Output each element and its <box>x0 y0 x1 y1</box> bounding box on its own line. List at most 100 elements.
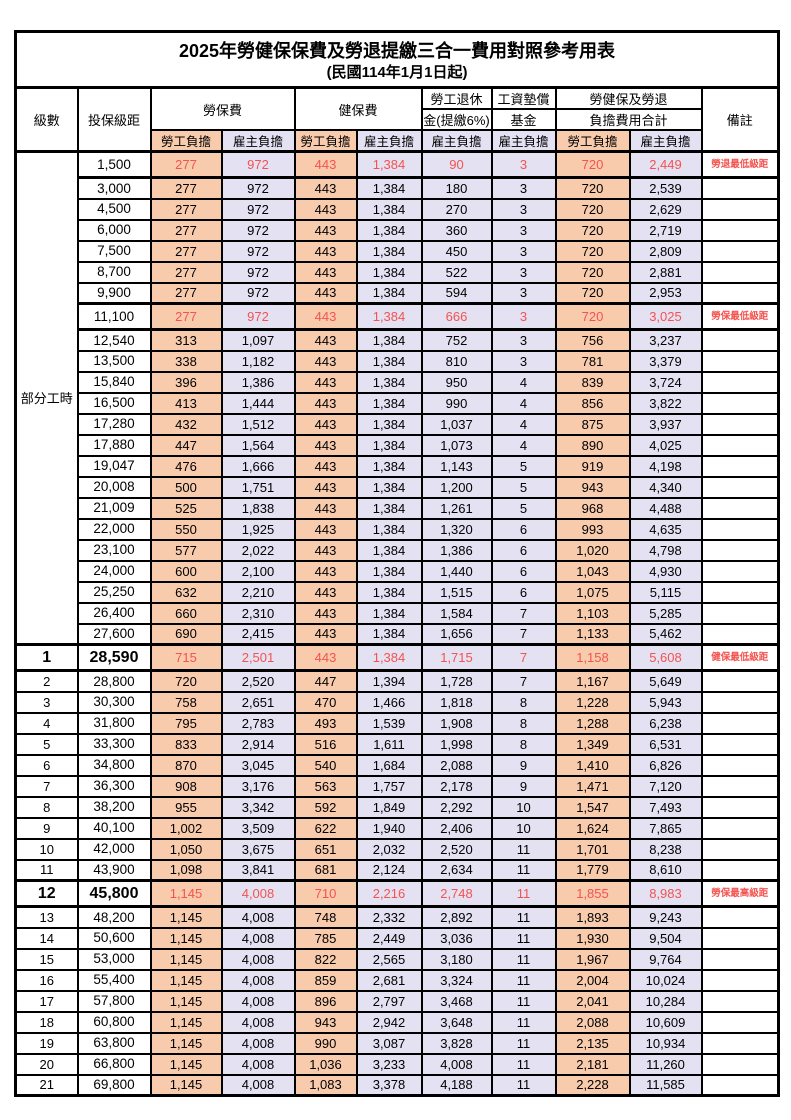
bracket-cell: 17,880 <box>76 433 152 457</box>
bracket-cell: 28,800 <box>76 669 152 693</box>
labor-employer-cell: 2,520 <box>220 669 296 693</box>
labor-employee-cell: 1,098 <box>149 858 223 882</box>
wage-fund-employer-cell: 11 <box>490 1031 557 1055</box>
bracket-cell: 33,300 <box>76 732 152 756</box>
table-row: 17,880 447 1,564 443 1,384 1,073 4 890 4,025 <box>16 433 780 457</box>
labor-employer-cell: 1,097 <box>220 328 296 352</box>
pension-employer-cell: 1,073 <box>420 433 493 457</box>
labor-employee-cell: 660 <box>149 601 223 625</box>
total-employee-cell: 2,041 <box>554 989 631 1013</box>
pension-employer-cell: 2,634 <box>420 858 493 882</box>
page: 2025年勞健保保費及勞退提繳三合一費用對照參考用表 (民國114年1月1日起)… <box>14 30 781 1097</box>
table-row: 27,600 690 2,415 443 1,384 1,656 7 1,133 5,462 <box>16 622 780 646</box>
labor-employee-cell: 338 <box>149 349 223 373</box>
table-row: 11 43,900 1,098 3,841 681 2,124 2,634 11 1,779 8,… <box>14 858 780 882</box>
wage-fund-employer-cell: 8 <box>490 732 557 756</box>
pension-employer-cell: 1,818 <box>420 690 493 714</box>
bracket-cell: 7,500 <box>76 239 152 263</box>
health-employer-cell: 2,032 <box>355 837 423 861</box>
remark-cell <box>700 732 780 756</box>
subheader-health-employee: 勞工負擔 <box>293 129 358 153</box>
remark-cell <box>700 816 780 840</box>
pension-employer-cell: 3,828 <box>420 1031 493 1055</box>
health-employee-cell: 748 <box>293 905 358 929</box>
health-employer-cell: 2,216 <box>355 879 423 908</box>
remark-cell <box>700 690 780 714</box>
labor-employer-cell: 972 <box>220 302 296 331</box>
total-employer-cell: 4,798 <box>628 538 703 562</box>
total-employer-cell: 8,983 <box>628 879 703 908</box>
table-row: 8 38,200 955 3,342 592 1,849 2,292 10 1,547 7,493 <box>14 795 780 819</box>
subheader-total-employee: 勞工負擔 <box>554 129 631 153</box>
labor-employee-cell: 277 <box>149 302 223 331</box>
total-employee-cell: 720 <box>554 197 631 221</box>
health-employer-cell: 2,681 <box>355 968 423 992</box>
total-employee-cell: 756 <box>554 328 631 352</box>
table-row: 4,500 277 972 443 1,384 270 3 720 2,629 <box>16 197 780 221</box>
health-employee-cell: 896 <box>293 989 358 1013</box>
table-row-highlight: 11,100 277 972 443 1,384 666 3 720 3,025 勞保最低級距 <box>16 302 780 331</box>
labor-employer-cell: 1,386 <box>220 370 296 394</box>
labor-employer-cell: 1,182 <box>220 349 296 373</box>
health-employee-cell: 443 <box>293 349 358 373</box>
wage-fund-employer-cell: 3 <box>490 260 557 284</box>
total-employer-cell: 10,284 <box>628 989 703 1013</box>
total-employee-cell: 856 <box>554 391 631 415</box>
wage-fund-employer-cell: 3 <box>490 239 557 263</box>
labor-employer-cell: 4,008 <box>220 1073 296 1097</box>
labor-employee-cell: 525 <box>149 496 223 520</box>
labor-employer-cell: 2,210 <box>220 580 296 604</box>
health-employer-cell: 1,384 <box>355 176 423 200</box>
wage-fund-employer-cell: 6 <box>490 538 557 562</box>
health-employer-cell: 1,611 <box>355 732 423 756</box>
table-row-highlight: 12 45,800 1,145 4,008 710 2,216 2,748 11 1,855 8,… <box>14 879 780 908</box>
total-employer-cell: 3,822 <box>628 391 703 415</box>
bracket-cell: 24,000 <box>76 559 152 583</box>
table-row: 12,540 313 1,097 443 1,384 752 3 756 3,237 <box>16 328 780 352</box>
pension-employer-cell: 4,188 <box>420 1073 493 1097</box>
table-row: 6,000 277 972 443 1,384 360 3 720 2,719 <box>16 218 780 242</box>
total-employee-cell: 720 <box>554 239 631 263</box>
labor-employee-cell: 1,145 <box>149 1052 223 1076</box>
labor-employee-cell: 476 <box>149 454 223 478</box>
remark-cell <box>700 753 780 777</box>
total-employee-cell: 1,167 <box>554 669 631 693</box>
labor-employee-cell: 1,145 <box>149 968 223 992</box>
remark-cell <box>700 454 780 478</box>
labor-employer-cell: 1,444 <box>220 391 296 415</box>
labor-employer-cell: 3,675 <box>220 837 296 861</box>
level-group-part-time: 部分工時 <box>14 150 79 646</box>
table-body: 部分工時 1,500 277 972 443 1,384 90 3 720 2,449 勞退最低級距… <box>14 150 780 1097</box>
labor-employer-cell: 972 <box>220 218 296 242</box>
labor-employer-cell: 1,751 <box>220 475 296 499</box>
pension-employer-cell: 3,648 <box>420 1010 493 1034</box>
remark-cell <box>700 496 780 520</box>
table-row: 4 31,800 795 2,783 493 1,539 1,908 8 1,288 6,238 <box>14 711 780 735</box>
pension-employer-cell: 3,036 <box>420 926 493 950</box>
health-employer-cell: 1,384 <box>355 580 423 604</box>
labor-employer-cell: 2,022 <box>220 538 296 562</box>
bracket-cell: 26,400 <box>76 601 152 625</box>
wage-fund-employer-cell: 5 <box>490 475 557 499</box>
bracket-cell: 23,100 <box>76 538 152 562</box>
remark-cell: 健保最低級距 <box>700 643 780 672</box>
health-employer-cell: 1,384 <box>355 302 423 331</box>
labor-employer-cell: 2,415 <box>220 622 296 646</box>
remark-cell <box>700 370 780 394</box>
total-employer-cell: 7,865 <box>628 816 703 840</box>
health-employer-cell: 1,684 <box>355 753 423 777</box>
total-employee-cell: 1,779 <box>554 858 631 882</box>
level-cell: 13 <box>14 905 79 929</box>
level-cell: 20 <box>14 1052 79 1076</box>
pension-employer-cell: 270 <box>420 197 493 221</box>
table-row: 8,700 277 972 443 1,384 522 3 720 2,881 <box>16 260 780 284</box>
health-employee-cell: 1,083 <box>293 1073 358 1097</box>
wage-fund-employer-cell: 10 <box>490 795 557 819</box>
pension-employer-cell: 522 <box>420 260 493 284</box>
total-employer-cell: 3,937 <box>628 412 703 436</box>
health-employer-cell: 1,384 <box>355 349 423 373</box>
pension-employer-cell: 2,520 <box>420 837 493 861</box>
pension-employer-cell: 1,037 <box>420 412 493 436</box>
remark-cell <box>700 1010 780 1034</box>
remark-cell: 勞退最低級距 <box>700 150 780 179</box>
